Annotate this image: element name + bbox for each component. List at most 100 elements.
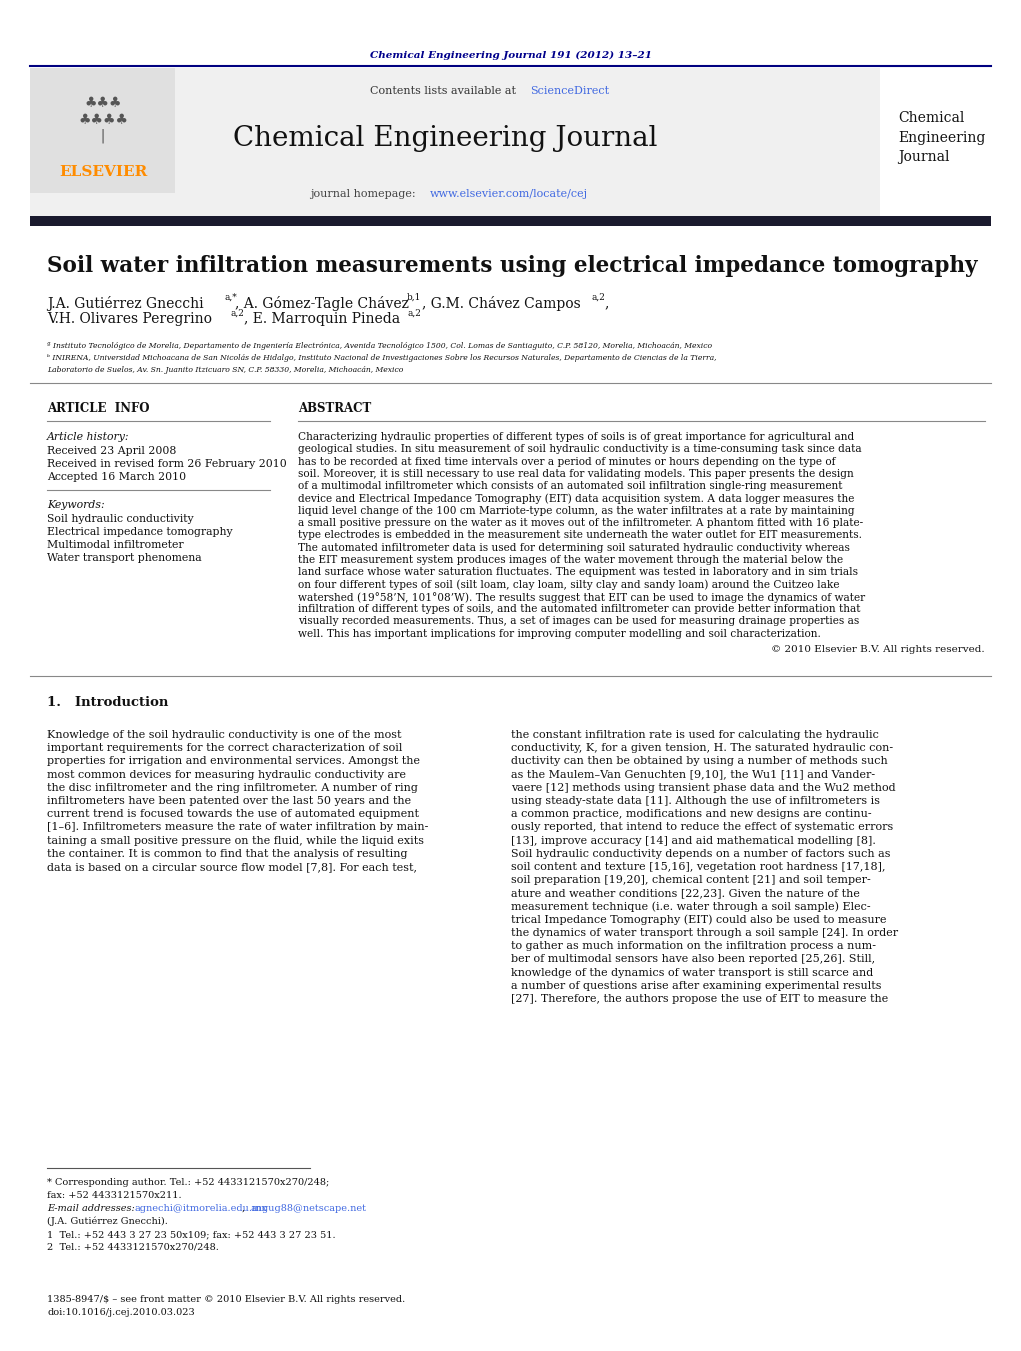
Text: visually recorded measurements. Thus, a set of images can be used for measuring : visually recorded measurements. Thus, a …: [298, 616, 860, 627]
Text: (J.A. Gutiérrez Gnecchi).: (J.A. Gutiérrez Gnecchi).: [47, 1217, 167, 1227]
Text: ELSEVIER: ELSEVIER: [59, 165, 147, 178]
Text: © 2010 Elsevier B.V. All rights reserved.: © 2010 Elsevier B.V. All rights reserved…: [772, 644, 985, 654]
Text: , A. Gómez-Tagle Chávez: , A. Gómez-Tagle Chávez: [235, 296, 408, 311]
Text: b,1: b,1: [407, 293, 422, 303]
Text: , E. Marroquin Pineda: , E. Marroquin Pineda: [244, 312, 400, 326]
Bar: [30, 68, 880, 216]
Text: a,2: a,2: [591, 293, 604, 303]
Text: agnechi@itmorelia.edu.mx: agnechi@itmorelia.edu.mx: [134, 1204, 266, 1213]
Text: ously reported, that intend to reduce the effect of systematic errors: ously reported, that intend to reduce th…: [510, 823, 893, 832]
Text: a,2: a,2: [407, 309, 421, 317]
Text: , G.M. Chávez Campos: , G.M. Chávez Campos: [422, 296, 581, 311]
Text: E-mail addresses:: E-mail addresses:: [47, 1204, 135, 1213]
Text: device and Electrical Impedance Tomography (EIT) data acquisition system. A data: device and Electrical Impedance Tomograp…: [298, 493, 855, 504]
Text: ,: ,: [604, 296, 609, 309]
Text: well. This has important implications for improving computer modelling and soil : well. This has important implications fo…: [298, 628, 821, 639]
Text: The automated infiltrometer data is used for determining soil saturated hydrauli: The automated infiltrometer data is used…: [298, 543, 849, 553]
Text: Received in revised form 26 February 2010: Received in revised form 26 February 201…: [47, 459, 287, 469]
Text: a number of questions arise after examining experimental results: a number of questions arise after examin…: [510, 981, 881, 990]
Text: Article history:: Article history:: [47, 432, 130, 442]
Text: ature and weather conditions [22,23]. Given the nature of the: ature and weather conditions [22,23]. Gi…: [510, 889, 860, 898]
Text: ScienceDirect: ScienceDirect: [530, 86, 610, 96]
Text: geological studies. In situ measurement of soil hydraulic conductivity is a time: geological studies. In situ measurement …: [298, 444, 862, 454]
Text: soil preparation [19,20], chemical content [21] and soil temper-: soil preparation [19,20], chemical conte…: [510, 875, 871, 885]
Text: doi:10.1016/j.cej.2010.03.023: doi:10.1016/j.cej.2010.03.023: [47, 1308, 195, 1317]
Text: current trend is focused towards the use of automated equipment: current trend is focused towards the use…: [47, 809, 419, 819]
Text: ber of multimodal sensors have also been reported [25,26]. Still,: ber of multimodal sensors have also been…: [510, 954, 875, 965]
Text: [13], improve accuracy [14] and aid mathematical modelling [8].: [13], improve accuracy [14] and aid math…: [510, 836, 876, 846]
Text: data is based on a circular source flow model [7,8]. For each test,: data is based on a circular source flow …: [47, 862, 417, 871]
Text: to gather as much information on the infiltration process a num-: to gather as much information on the inf…: [510, 942, 876, 951]
Text: 2  Tel.: +52 4433121570x270/248.: 2 Tel.: +52 4433121570x270/248.: [47, 1243, 218, 1252]
Text: has to be recorded at fixed time intervals over a period of minutes or hours dep: has to be recorded at fixed time interva…: [298, 457, 835, 466]
Text: knowledge of the dynamics of water transport is still scarce and: knowledge of the dynamics of water trans…: [510, 967, 873, 978]
Text: Chemical
Engineering
Journal: Chemical Engineering Journal: [898, 112, 985, 165]
Text: most common devices for measuring hydraulic conductivity are: most common devices for measuring hydrau…: [47, 770, 406, 780]
Text: a,*: a,*: [224, 293, 237, 303]
Bar: [30, 68, 175, 193]
Text: infiltrometers have been patented over the last 50 years and the: infiltrometers have been patented over t…: [47, 796, 411, 807]
Text: J.A. Gutiérrez Gnecchi: J.A. Gutiérrez Gnecchi: [47, 296, 203, 311]
Text: properties for irrigation and environmental services. Amongst the: properties for irrigation and environmen…: [47, 757, 420, 766]
Text: a common practice, modifications and new designs are continu-: a common practice, modifications and new…: [510, 809, 872, 819]
Text: measurement technique (i.e. water through a soil sample) Elec-: measurement technique (i.e. water throug…: [510, 901, 871, 912]
Text: the EIT measurement system produces images of the water movement through the mat: the EIT measurement system produces imag…: [298, 555, 843, 565]
Text: [27]. Therefore, the authors propose the use of EIT to measure the: [27]. Therefore, the authors propose the…: [510, 994, 888, 1004]
Text: the dynamics of water transport through a soil sample [24]. In order: the dynamics of water transport through …: [510, 928, 898, 938]
Text: ♣♣♣
♣♣♣♣
  |: ♣♣♣ ♣♣♣♣ |: [78, 96, 128, 143]
Text: a small positive pressure on the water as it moves out of the infiltrometer. A p: a small positive pressure on the water a…: [298, 517, 863, 528]
Text: watershed (19°58’N, 101°08’W). The results suggest that EIT can be used to image: watershed (19°58’N, 101°08’W). The resul…: [298, 592, 865, 603]
Text: [1–6]. Infiltrometers measure the rate of water infiltration by main-: [1–6]. Infiltrometers measure the rate o…: [47, 823, 429, 832]
Text: ª Instituto Tecnológico de Morelia, Departamento de Ingeniería Electrónica, Aven: ª Instituto Tecnológico de Morelia, Depa…: [47, 342, 712, 350]
Text: ,: ,: [242, 1204, 248, 1213]
Text: fax: +52 4433121570x211.: fax: +52 4433121570x211.: [47, 1192, 182, 1200]
Text: Soil hydraulic conductivity depends on a number of factors such as: Soil hydraulic conductivity depends on a…: [510, 848, 890, 859]
Text: 1385-8947/$ – see front matter © 2010 Elsevier B.V. All rights reserved.: 1385-8947/$ – see front matter © 2010 El…: [47, 1296, 405, 1304]
Text: * Corresponding author. Tel.: +52 4433121570x270/248;: * Corresponding author. Tel.: +52 443312…: [47, 1178, 329, 1188]
Text: land surface whose water saturation fluctuates. The equipment was tested in labo: land surface whose water saturation fluc…: [298, 567, 858, 577]
Text: Knowledge of the soil hydraulic conductivity is one of the most: Knowledge of the soil hydraulic conducti…: [47, 730, 401, 740]
Text: Keywords:: Keywords:: [47, 500, 104, 509]
Text: www.elsevier.com/locate/cej: www.elsevier.com/locate/cej: [430, 189, 588, 199]
Text: journal homepage:: journal homepage:: [310, 189, 420, 199]
Text: trical Impedance Tomography (EIT) could also be used to measure: trical Impedance Tomography (EIT) could …: [510, 915, 886, 925]
Text: Chemical Engineering Journal: Chemical Engineering Journal: [233, 124, 658, 151]
Text: the disc infiltrometer and the ring infiltrometer. A number of ring: the disc infiltrometer and the ring infi…: [47, 782, 418, 793]
Text: ABSTRACT: ABSTRACT: [298, 403, 372, 415]
Text: 1  Tel.: +52 443 3 27 23 50x109; fax: +52 443 3 27 23 51.: 1 Tel.: +52 443 3 27 23 50x109; fax: +52…: [47, 1229, 336, 1239]
Text: ᵇ INIRENA, Universidad Michoacana de San Nicolás de Hidalgo, Instituto Nacional : ᵇ INIRENA, Universidad Michoacana de San…: [47, 354, 717, 362]
Text: the constant infiltration rate is used for calculating the hydraulic: the constant infiltration rate is used f…: [510, 730, 879, 740]
Text: angug88@netscape.net: angug88@netscape.net: [250, 1204, 366, 1213]
Text: important requirements for the correct characterization of soil: important requirements for the correct c…: [47, 743, 402, 754]
Text: Characterizing hydraulic properties of different types of soils is of great impo: Characterizing hydraulic properties of d…: [298, 432, 855, 442]
Text: Chemical Engineering Journal 191 (2012) 13–21: Chemical Engineering Journal 191 (2012) …: [370, 50, 652, 59]
Text: V.H. Olivares Peregrino: V.H. Olivares Peregrino: [47, 312, 212, 326]
Text: infiltration of different types of soils, and the automated infiltrometer can pr: infiltration of different types of soils…: [298, 604, 861, 615]
Text: Soil water infiltration measurements using electrical impedance tomography: Soil water infiltration measurements usi…: [47, 255, 977, 277]
Text: the container. It is common to find that the analysis of resulting: the container. It is common to find that…: [47, 848, 407, 859]
Text: Multimodal infiltrometer: Multimodal infiltrometer: [47, 540, 184, 550]
Text: 1.   Introduction: 1. Introduction: [47, 696, 168, 709]
Text: Received 23 April 2008: Received 23 April 2008: [47, 446, 177, 457]
Text: a,2: a,2: [230, 309, 244, 317]
Text: Electrical impedance tomography: Electrical impedance tomography: [47, 527, 233, 536]
Bar: [30, 216, 991, 226]
Text: liquid level change of the 100 cm Marriote-type column, as the water infiltrates: liquid level change of the 100 cm Marrio…: [298, 505, 855, 516]
Text: soil content and texture [15,16], vegetation root hardness [17,18],: soil content and texture [15,16], vegeta…: [510, 862, 885, 871]
Text: on four different types of soil (silt loam, clay loam, silty clay and sandy loam: on four different types of soil (silt lo…: [298, 580, 839, 590]
Text: Contents lists available at: Contents lists available at: [370, 86, 520, 96]
Text: as the Maulem–Van Genuchten [9,10], the Wu1 [11] and Vander-: as the Maulem–Van Genuchten [9,10], the …: [510, 770, 875, 780]
Text: conductivity, K, for a given tension, H. The saturated hydraulic con-: conductivity, K, for a given tension, H.…: [510, 743, 893, 754]
Text: Water transport phenomena: Water transport phenomena: [47, 553, 201, 563]
Text: soil. Moreover, it is still necessary to use real data for validating models. Th: soil. Moreover, it is still necessary to…: [298, 469, 854, 478]
Text: taining a small positive pressure on the fluid, while the liquid exits: taining a small positive pressure on the…: [47, 836, 424, 846]
Text: of a multimodal infiltrometer which consists of an automated soil infiltration s: of a multimodal infiltrometer which cons…: [298, 481, 842, 492]
Text: Accepted 16 March 2010: Accepted 16 March 2010: [47, 471, 186, 482]
Text: ARTICLE  INFO: ARTICLE INFO: [47, 403, 149, 415]
Text: vaere [12] methods using transient phase data and the Wu2 method: vaere [12] methods using transient phase…: [510, 782, 895, 793]
Text: type electrodes is embedded in the measurement site underneath the water outlet : type electrodes is embedded in the measu…: [298, 531, 862, 540]
Text: using steady-state data [11]. Although the use of infiltrometers is: using steady-state data [11]. Although t…: [510, 796, 880, 807]
Text: ductivity can then be obtained by using a number of methods such: ductivity can then be obtained by using …: [510, 757, 887, 766]
Text: Laboratorio de Suelos, Av. Sn. Juanito Itzicuaro SN, C.P. 58330, Morelia, Michoa: Laboratorio de Suelos, Av. Sn. Juanito I…: [47, 366, 403, 374]
Text: Soil hydraulic conductivity: Soil hydraulic conductivity: [47, 513, 194, 524]
